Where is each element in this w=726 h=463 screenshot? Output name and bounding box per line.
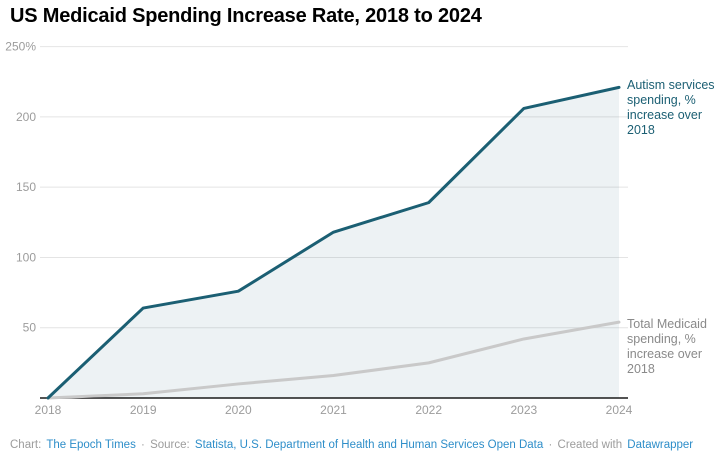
chart-canvas: 50 100 150 200 250% 2018 2019 2020 2021 2022 2023 2… — [5, 40, 633, 417]
area-fill-series-0 — [48, 87, 619, 398]
series-label-autism: Autism services spending, % increase ove… — [627, 78, 715, 137]
datawrapper-link[interactable]: Datawrapper — [627, 439, 694, 451]
x-tick-label: 2018 — [35, 403, 62, 417]
x-tick-label: 2024 — [606, 403, 633, 417]
attribution-footer: Chart: The Epoch Times · Source: Statist… — [10, 439, 695, 451]
series-label-medicaid: Total Medicaid spending, % increase over… — [627, 317, 707, 376]
y-tick-label: 150 — [16, 180, 36, 194]
separator-dot: · — [141, 439, 145, 451]
y-tick-label: 100 — [16, 250, 36, 264]
source-prefix: Source: — [150, 439, 190, 451]
x-tick-label: 2021 — [320, 403, 347, 417]
created-with-text: Created with — [557, 439, 623, 451]
chart-credit-prefix: Chart: — [10, 439, 42, 451]
y-tick-label: 50 — [23, 321, 37, 335]
total-medicaid-line — [46, 320, 621, 400]
epoch-times-link[interactable]: The Epoch Times — [46, 439, 136, 451]
separator-dot: · — [548, 439, 553, 451]
x-tick-label: 2023 — [510, 403, 537, 417]
y-tick-label: 250% — [5, 40, 36, 54]
autism-spending-line — [46, 85, 621, 400]
x-tick-label: 2022 — [415, 403, 442, 417]
source-link[interactable]: Statista, U.S. Department of Health and … — [194, 439, 544, 451]
x-tick-label: 2020 — [225, 403, 252, 417]
x-tick-label: 2019 — [130, 403, 157, 417]
chart-title: US Medicaid Spending Increase Rate, 2018… — [10, 5, 482, 27]
y-tick-label: 200 — [16, 110, 36, 124]
